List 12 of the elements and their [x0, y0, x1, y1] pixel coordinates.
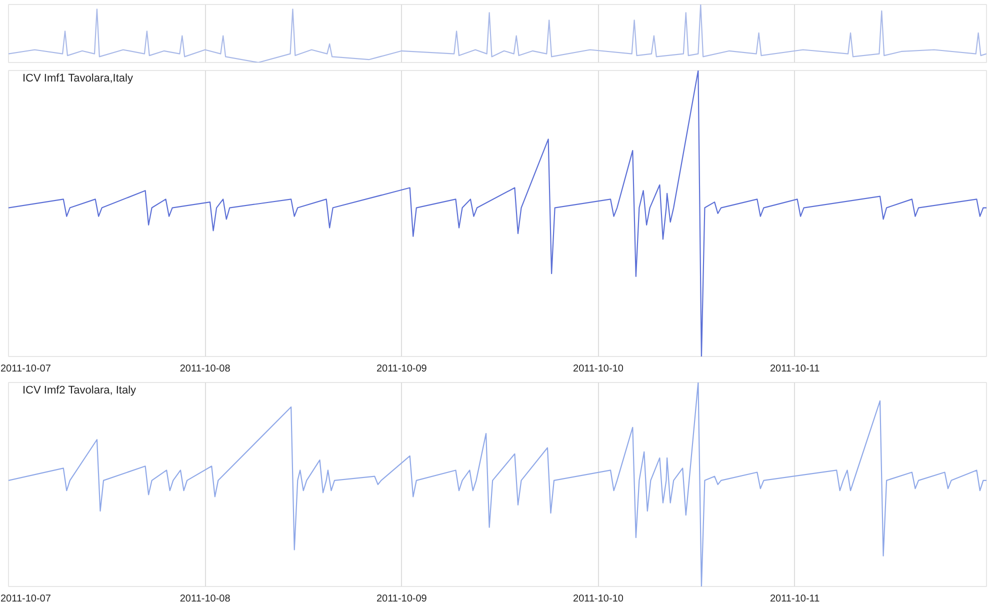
x-tick-label: 2011-10-08	[180, 364, 231, 374]
x-tick-label: 2011-10-07	[0, 364, 52, 374]
x-tick-label: 2011-10-07	[0, 594, 52, 604]
x-tick-label: 2011-10-10	[573, 594, 624, 604]
chart-title: ICV Imf2 Tavolara, Italy	[22, 384, 137, 396]
x-tick-label: 2011-10-09	[376, 594, 428, 604]
x-tick-label: 2011-10-08	[180, 594, 231, 604]
x-tick-label: 2011-10-11	[770, 594, 820, 604]
x-tick-label: 2011-10-09	[376, 364, 428, 374]
chart-title: ICV Imf1 Tavolara,Italy	[22, 72, 134, 84]
x-tick-label: 2011-10-10	[573, 364, 624, 374]
x-tick-label: 2011-10-11	[770, 364, 820, 374]
